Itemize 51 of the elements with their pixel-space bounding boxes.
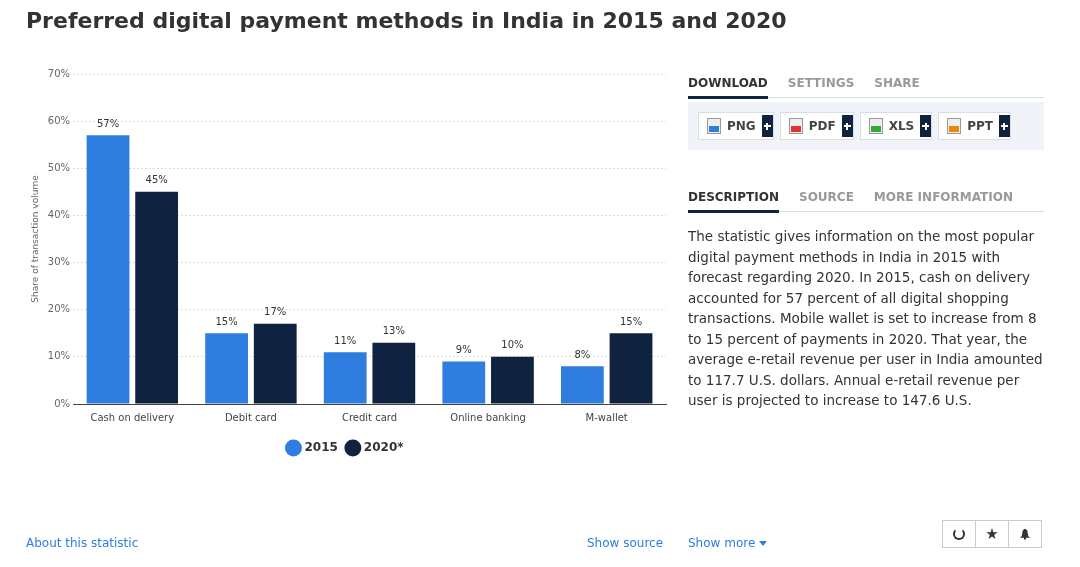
- bar: [205, 333, 248, 404]
- data-label: 45%: [145, 174, 168, 186]
- y-tick-label: 30%: [47, 256, 71, 268]
- data-label: 15%: [619, 315, 643, 327]
- text: MORE INFORMATION: [873, 190, 1013, 206]
- x-tick-label: Credit card: [341, 411, 398, 423]
- text: Show more: [688, 536, 757, 550]
- data-label: 13%: [382, 325, 405, 337]
- x-tick-label: Cash on delivery: [90, 411, 175, 423]
- text: PDF: [779, 112, 854, 140]
- text: PNG: [698, 112, 774, 140]
- text: SHARE: [874, 76, 920, 92]
- y-tick-label: 10%: [47, 350, 71, 362]
- y-tick-label: 50%: [47, 161, 71, 173]
- legend-label: 2015: [304, 440, 338, 455]
- x-tick-label: Debit card: [224, 411, 277, 423]
- chart-title: Preferred digital payment methods in India in 2015 and 2020: [26, 8, 787, 33]
- y-tick-label: 70%: [47, 67, 71, 79]
- text: PPT: [938, 112, 1011, 140]
- text: About this statistic: [26, 536, 139, 550]
- y-tick-label: 40%: [47, 209, 71, 221]
- data-label: 8%: [574, 348, 591, 360]
- data-label: 17%: [264, 306, 287, 318]
- y-axis-title: Share of transaction volume: [29, 174, 40, 303]
- text: DOWNLOAD: [688, 76, 768, 99]
- legend-label: 2020*: [363, 440, 405, 455]
- bar: [491, 356, 534, 404]
- data-label: 10%: [501, 339, 524, 351]
- text: XLS: [859, 112, 933, 140]
- bar: [561, 366, 604, 404]
- data-label: 11%: [334, 334, 357, 346]
- y-tick-label: 0%: [54, 397, 71, 409]
- bar: [323, 352, 367, 404]
- bar: [372, 342, 416, 404]
- text: Show source: [587, 536, 664, 550]
- bar: [442, 361, 486, 404]
- text: SETTINGS: [787, 76, 855, 92]
- bar: [86, 135, 130, 404]
- data-label: 15%: [215, 315, 238, 327]
- x-tick-label: M-wallet: [585, 411, 628, 423]
- text: SOURCE: [799, 190, 854, 206]
- bar: [253, 323, 297, 404]
- data-label: 9%: [455, 344, 472, 356]
- y-tick-label: 60%: [47, 114, 71, 126]
- y-tick-label: 20%: [47, 303, 71, 315]
- x-tick-label: Online banking: [450, 411, 526, 423]
- text: DESCRIPTION: [688, 190, 780, 213]
- data-label: 57%: [96, 117, 120, 129]
- bar: [135, 191, 179, 404]
- text: The statistic gives information on the most popular digital payment methods in India in 2015 with forecast regarding 2020. In 2015, cash on delivery accounted for 57 percent of all digital shopping transactions. Mobile wallet is set to increase from 8 to 15 percent of payments in 2020. That year, the average e-retail revenue per user in India amounted to 117.7 U.S. dollars. Annual e-retail revenue per user is projected to increase to 147.6 U.S.: [688, 228, 1043, 408]
- bar: [609, 333, 653, 404]
